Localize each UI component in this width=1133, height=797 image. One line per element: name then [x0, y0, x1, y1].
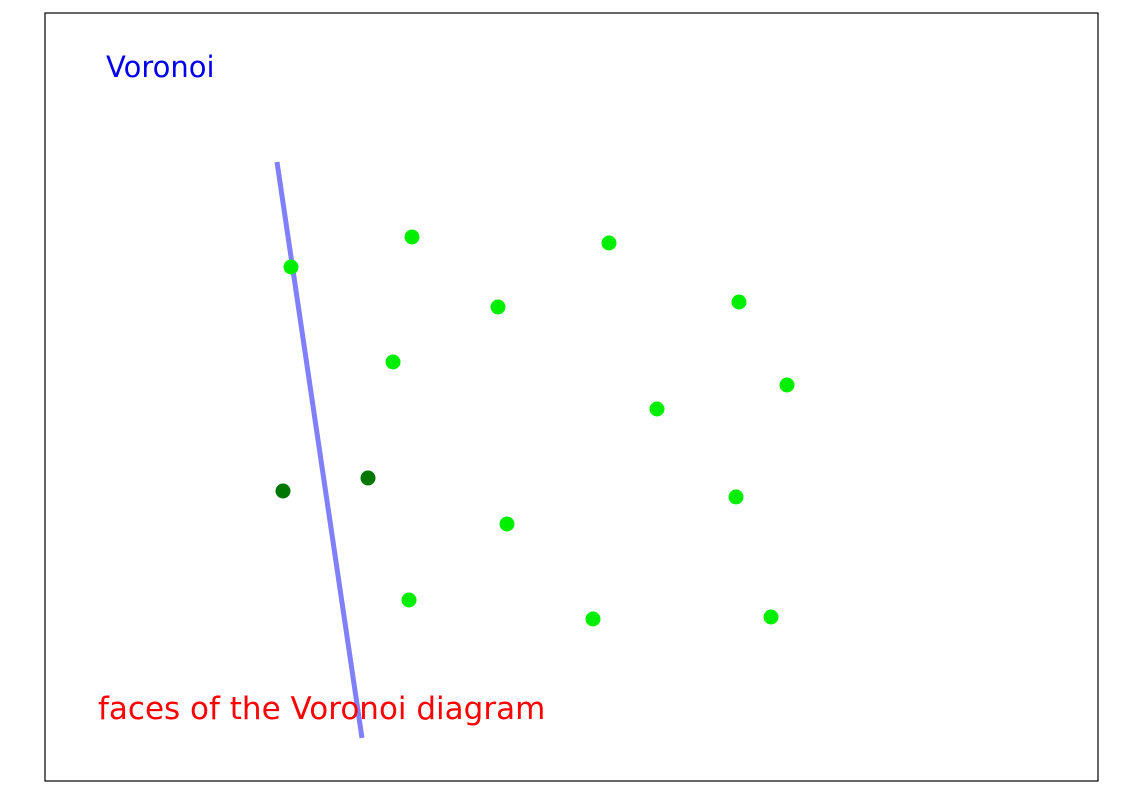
site-3 — [601, 235, 617, 251]
frame — [44, 12, 1099, 782]
site-2 — [404, 229, 420, 245]
site-6 — [385, 354, 401, 370]
site-13 — [401, 592, 417, 608]
site-11 — [360, 470, 376, 486]
site-10 — [275, 483, 291, 499]
site-15 — [763, 609, 779, 625]
diagram-caption: faces of the Voronoi diagram — [98, 691, 545, 727]
diagram-title: Voronoi — [106, 50, 215, 84]
bisector-line — [274, 161, 365, 739]
site-1 — [283, 259, 299, 275]
diagram-layer — [274, 161, 795, 739]
site-9 — [728, 489, 744, 505]
site-8 — [649, 401, 665, 417]
site-14 — [585, 611, 601, 627]
site-5 — [731, 294, 747, 310]
site-12 — [499, 516, 515, 532]
site-7 — [779, 377, 795, 393]
site-4 — [490, 299, 506, 315]
